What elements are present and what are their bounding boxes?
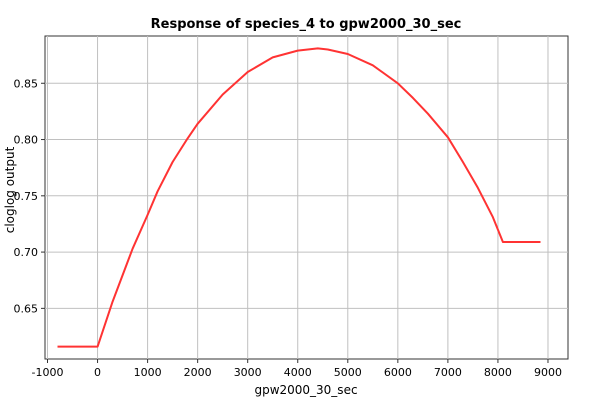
x-tick-label: 2000 (184, 366, 212, 379)
chart-title: Response of species_4 to gpw2000_30_sec (151, 17, 462, 32)
y-tick-label: 0.70 (14, 246, 39, 259)
y-axis: 0.65 0.70 0.75 0.80 0.85 (14, 77, 45, 315)
x-tick-label: 6000 (384, 366, 412, 379)
x-tick-label: 3000 (234, 366, 262, 379)
x-tick-label: 8000 (484, 366, 512, 379)
y-tick-label: 0.75 (14, 190, 39, 203)
x-tick-label: -1000 (32, 366, 64, 379)
y-tick-label: 0.85 (14, 77, 39, 90)
x-tick-label: 9000 (534, 366, 562, 379)
x-tick-label: 5000 (334, 366, 362, 379)
y-axis-label: cloglog output (3, 146, 17, 233)
y-tick-label: 0.80 (14, 134, 39, 147)
x-tick-label: 7000 (434, 366, 462, 379)
x-axis: -1000 0 1000 2000 3000 4000 5000 6000 7000 8000 90… (32, 359, 562, 379)
x-axis-label: gpw2000_30_sec (254, 383, 357, 397)
series-layer (57, 47, 541, 348)
series-line (57, 47, 541, 348)
plot-area (44, 35, 569, 360)
x-tick-label: 4000 (284, 366, 312, 379)
x-tick-label: 1000 (134, 366, 162, 379)
y-tick-label: 0.65 (14, 302, 39, 315)
x-tick-label: 0 (94, 366, 101, 379)
